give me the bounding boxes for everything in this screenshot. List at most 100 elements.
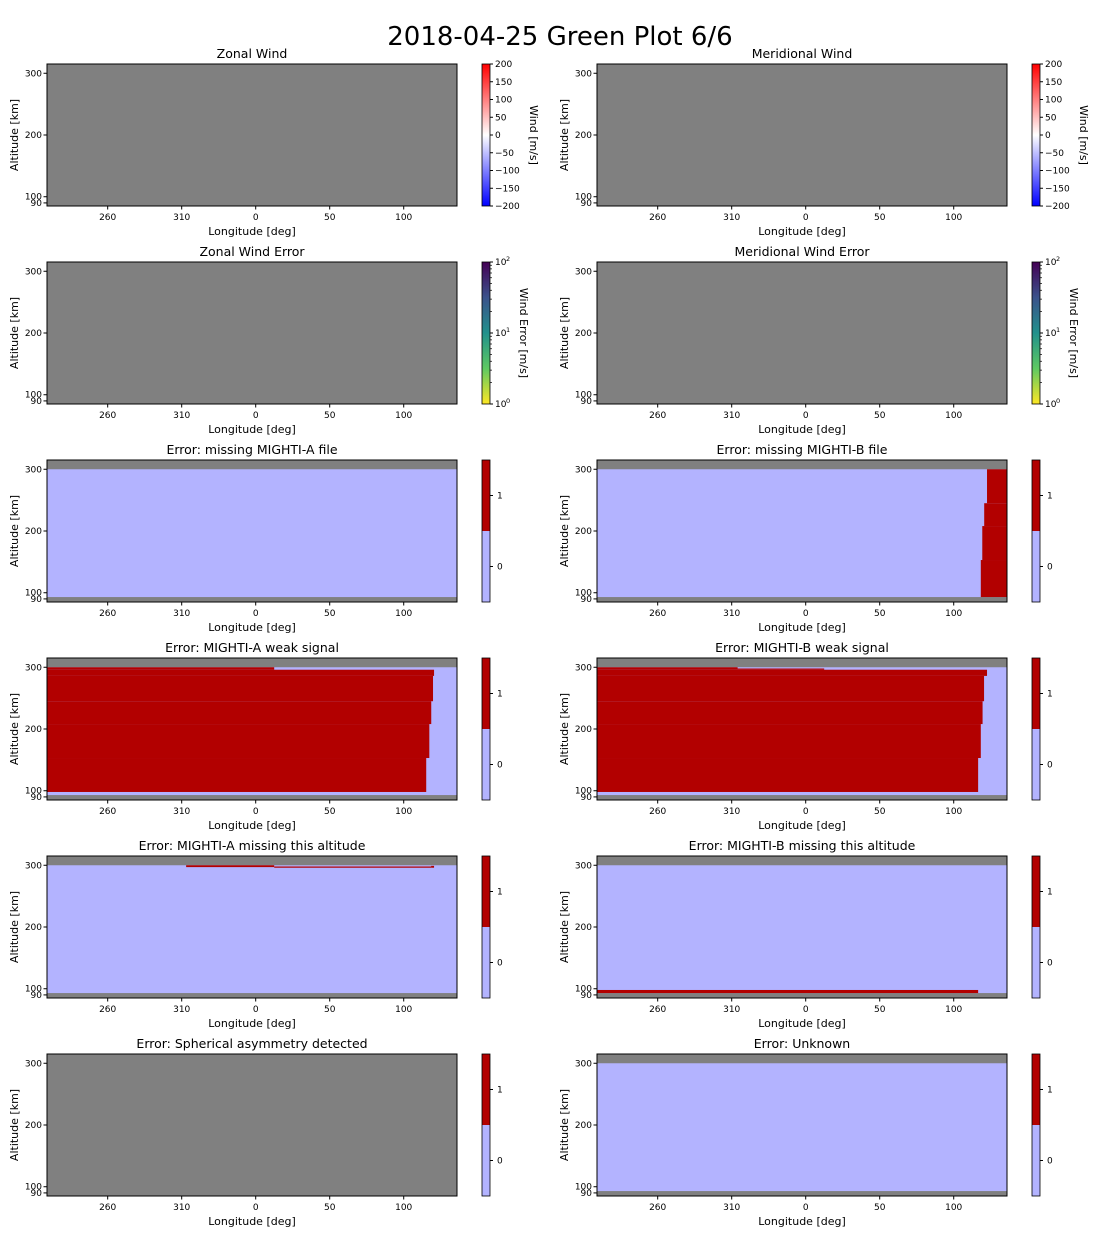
y-tick-label: 100: [25, 787, 42, 797]
colorbar-frame: [1031, 63, 1041, 207]
y-tick-label: 90: [31, 199, 43, 209]
colorbar-fill-1: [482, 460, 490, 531]
colorbar-fill-1: [1032, 1054, 1040, 1125]
x-tick-label: 310: [173, 1005, 190, 1015]
y-tick-label: 200: [575, 1121, 592, 1131]
colorbar-frame: [481, 855, 491, 999]
x-tick-label: 100: [395, 411, 412, 421]
colorbar-tick-label: −200: [495, 202, 520, 212]
colorbar-fill: [482, 262, 490, 404]
x-tick-label: 100: [395, 213, 412, 223]
y-tick-label: 200: [25, 329, 42, 339]
y-tick-label: 300: [575, 1059, 592, 1069]
y-tick-label: 90: [31, 595, 43, 605]
y-tick-label: 200: [575, 527, 592, 537]
colorbar: 01: [481, 657, 503, 801]
colorbar-tick-label: 150: [1045, 78, 1062, 88]
y-axis-label: Altitude [km]: [558, 693, 571, 765]
data-field: [47, 865, 457, 994]
panel-9: Error: MIGHTI-A missing this altitude 260…: [8, 838, 503, 1030]
colorbar-tick-label: 200: [1045, 60, 1062, 70]
y-tick-label: 200: [575, 725, 592, 735]
x-tick-label: 0: [253, 609, 259, 619]
panel-title: Error: Unknown: [754, 1036, 850, 1051]
colorbar-tick-label: 1: [497, 888, 503, 898]
y-tick-label: 300: [25, 267, 42, 277]
flag-region: [987, 469, 1007, 504]
colorbar-tick-label: 0: [497, 761, 503, 771]
y-tick-label: 100: [575, 589, 592, 599]
panel-title: Meridional Wind: [752, 46, 853, 61]
flag-region: [47, 669, 435, 676]
x-tick-label: 310: [723, 609, 740, 619]
x-tick-label: 50: [874, 1203, 886, 1213]
y-tick-label: 90: [31, 1189, 43, 1199]
colorbar-tick-label: −50: [495, 149, 514, 159]
x-tick-label: 310: [173, 807, 190, 817]
y-tick-label: 100: [575, 193, 592, 203]
x-tick-label: 260: [99, 1203, 116, 1213]
flag-region: [431, 865, 435, 868]
colorbar-tick-exponent: 2: [506, 255, 510, 263]
x-axis-label: Longitude [deg]: [208, 621, 296, 634]
flag-region: [47, 724, 430, 759]
y-tick-label: 300: [25, 1059, 42, 1069]
colorbar-label: Wind [m/s]: [527, 105, 540, 165]
data-field: [597, 1063, 1007, 1192]
x-tick-label: 100: [945, 213, 962, 223]
y-tick-label: 300: [575, 69, 592, 79]
colorbar-tick-label: 0: [495, 131, 501, 141]
panel-title: Error: Spherical asymmetry detected: [136, 1036, 367, 1051]
y-tick-label: 90: [581, 1189, 593, 1199]
x-tick-label: 50: [324, 609, 336, 619]
colorbar-tick-label: −150: [1045, 184, 1070, 194]
x-tick-label: 260: [649, 411, 666, 421]
y-tick-label: 90: [31, 991, 43, 1001]
y-axis-label: Altitude [km]: [8, 891, 21, 963]
x-axis-label: Longitude [deg]: [758, 1017, 846, 1030]
x-tick-label: 260: [649, 609, 666, 619]
colorbar-tick-label: 10: [495, 258, 507, 268]
x-tick-label: 260: [649, 213, 666, 223]
colorbar-fill-1: [1032, 658, 1040, 729]
colorbar-tick-label: 100: [1045, 96, 1062, 106]
plot-area: [47, 262, 457, 404]
flag-region: [597, 675, 985, 702]
x-tick-label: 100: [945, 807, 962, 817]
colorbar-tick-label: 10: [495, 329, 507, 339]
flag-region: [984, 503, 1007, 527]
x-tick-label: 310: [723, 1203, 740, 1213]
y-tick-label: 200: [575, 329, 592, 339]
x-tick-label: 260: [649, 1203, 666, 1213]
y-axis-label: Altitude [km]: [8, 1089, 21, 1161]
y-axis-label: Altitude [km]: [558, 891, 571, 963]
flag-region: [597, 758, 979, 792]
colorbar: 01: [481, 459, 503, 603]
y-tick-label: 300: [25, 69, 42, 79]
y-axis-label: Altitude [km]: [558, 495, 571, 567]
colorbar-frame: [1031, 1053, 1041, 1197]
x-tick-label: 50: [324, 807, 336, 817]
x-tick-label: 100: [945, 609, 962, 619]
flag-region: [274, 866, 432, 868]
x-tick-label: 50: [324, 411, 336, 421]
colorbar-tick-exponent: 2: [1056, 255, 1060, 263]
panel-11: Error: Spherical asymmetry detected 260 31…: [8, 1036, 503, 1228]
data-field: [47, 469, 457, 598]
x-tick-label: 310: [173, 609, 190, 619]
x-tick-label: 100: [395, 1005, 412, 1015]
y-tick-label: 100: [575, 985, 592, 995]
x-tick-label: 260: [649, 807, 666, 817]
colorbar-fill-0: [482, 1125, 490, 1196]
colorbar: 01: [481, 1053, 503, 1197]
y-tick-label: 100: [25, 985, 42, 995]
colorbar-tick-label: −150: [495, 184, 520, 194]
colorbar-fill-1: [482, 658, 490, 729]
colorbar-tick-exponent: 1: [1056, 326, 1060, 334]
flag-region: [186, 865, 275, 868]
